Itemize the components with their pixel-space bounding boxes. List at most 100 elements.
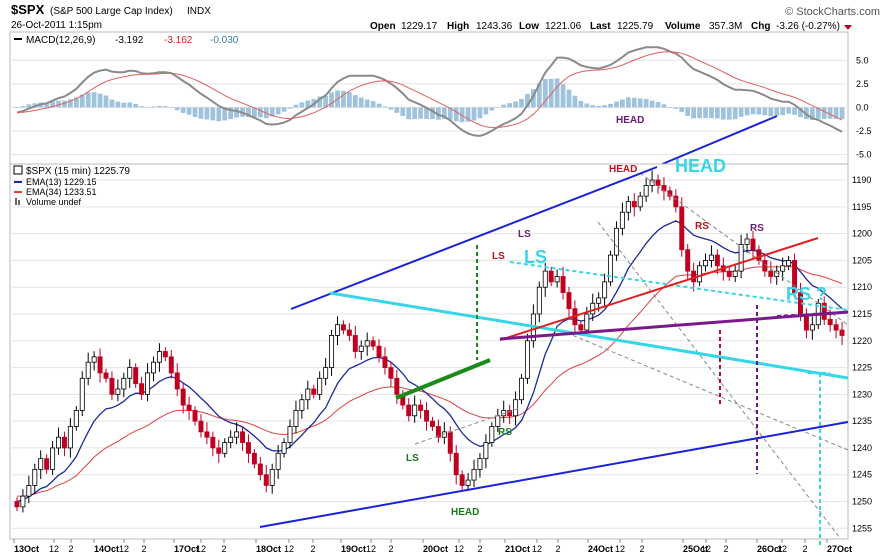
candle-body <box>222 442 228 454</box>
candle-body <box>655 179 661 186</box>
x-tick-label: 2 <box>221 544 226 554</box>
candle <box>513 391 519 426</box>
candle-body <box>251 452 257 465</box>
macd-histogram-bar <box>323 95 328 108</box>
macd-histogram-bar <box>756 107 762 115</box>
macd-panel: HEAD MACD(12,26,9) -3.192 -3.162 -0.030 … <box>9 31 872 166</box>
candle-body <box>560 276 566 293</box>
macd-histogram-bar <box>73 97 79 108</box>
x-tick-label: 17Oct <box>174 544 199 554</box>
candle <box>20 489 26 513</box>
macd-histogram-bar <box>584 103 590 108</box>
price-legend-label: $SPX (15 min) 1225.79 <box>26 166 130 177</box>
candle-body <box>145 372 151 395</box>
head-red-label: HEAD <box>609 164 637 175</box>
candle-body <box>127 367 133 379</box>
ema34-legend-label: EMA(34) 1233.51 <box>26 187 97 197</box>
macd-histogram-bar <box>477 107 483 119</box>
last-value: 1225.79 <box>617 21 654 32</box>
candle <box>305 380 311 410</box>
candle-body <box>637 195 643 208</box>
macd-histogram-bar <box>798 107 803 118</box>
candle <box>744 233 750 253</box>
candle-body <box>287 426 293 443</box>
candle <box>311 384 317 399</box>
candle-body <box>703 260 708 267</box>
x-tick-label: 27Oct <box>827 544 852 554</box>
macd-histogram-bar <box>465 107 471 122</box>
macd-histogram-bar <box>536 83 542 108</box>
candle <box>38 450 44 479</box>
head-cyan-label: HEAD <box>675 156 726 176</box>
open-label: Open <box>370 21 396 32</box>
macd-signal-line <box>16 51 843 129</box>
macd-histogram-bar <box>91 92 97 108</box>
macd-histogram-bar <box>744 107 750 116</box>
macd-histogram-bar <box>412 107 418 119</box>
macd-histogram-bar <box>596 105 602 108</box>
macd-histogram-bar <box>287 107 293 109</box>
candle-body <box>311 388 317 395</box>
candle <box>489 422 495 447</box>
candle-body <box>156 351 162 363</box>
macd-histogram-bar <box>608 103 613 108</box>
candle <box>340 320 346 335</box>
candle-body <box>477 458 483 470</box>
macd-head-label: HEAD <box>616 115 644 126</box>
macd-histogram-bar <box>162 106 168 108</box>
macd-tick-label: 0.0 <box>856 102 869 112</box>
candle-body <box>168 356 174 374</box>
price-y-axis: 1255 1250 1245 1240 1235 1230 1225 1220 1215 1210… <box>852 175 872 533</box>
macd-histogram-bar <box>180 107 186 113</box>
candle <box>293 400 299 434</box>
candle <box>477 453 483 478</box>
macd-histogram-bar <box>269 107 275 117</box>
candle <box>61 431 67 457</box>
candle <box>703 253 708 272</box>
macd-histogram-bar <box>453 107 459 122</box>
price-tick-label: 1220 <box>852 336 872 346</box>
macd-histogram-bar <box>667 107 673 108</box>
macd-histogram-bar <box>501 104 507 108</box>
x-tick-label: 2 <box>639 544 644 554</box>
candle-body <box>192 410 198 422</box>
macd-histogram-bar <box>459 107 465 123</box>
chg-value: -3.26 (-0.27%) <box>776 21 840 32</box>
macd-histogram-bar <box>370 101 376 108</box>
candle-body <box>263 474 269 486</box>
candle-body <box>578 324 584 331</box>
ls-red-label: LS <box>492 251 505 262</box>
volume-value: 357.3M <box>709 21 742 32</box>
macd-histogram-bar <box>382 106 388 108</box>
candle <box>216 439 222 463</box>
candle-body <box>809 324 815 331</box>
candle <box>186 396 192 421</box>
x-tick-label: 12 <box>196 544 206 554</box>
candle <box>257 457 263 481</box>
candle-body <box>489 426 495 443</box>
volume-legend-label: Volume undef <box>26 197 82 207</box>
macd-histogram-bar <box>572 95 578 108</box>
candle-body <box>714 254 720 267</box>
x-tick-label: 12 <box>532 544 542 554</box>
macd-histogram-bar <box>394 107 400 113</box>
candle <box>204 422 210 445</box>
candle-body <box>50 447 56 470</box>
candle <box>673 189 679 213</box>
macd-histogram-bar <box>222 107 228 121</box>
candle-body <box>566 292 572 310</box>
x-tick-label: 24Oct <box>588 544 613 554</box>
macd-histogram-bar <box>554 78 560 108</box>
candle <box>839 321 845 346</box>
macd-histogram-bar <box>720 107 726 120</box>
candle-body <box>435 426 441 438</box>
x-tick-label: 21Oct <box>505 544 530 554</box>
price-tick-label: 1190 <box>852 175 871 185</box>
pattern-labels: HEAD HEAD LS LS LS RS RS RS ? LS RS HEAD <box>406 156 827 518</box>
candle-body <box>495 415 501 427</box>
macd-histogram-bar <box>204 107 210 120</box>
macd-histogram-bar <box>127 102 133 108</box>
candle-body <box>471 468 477 481</box>
macd-histogram-bar <box>685 107 691 116</box>
candle <box>79 371 85 417</box>
